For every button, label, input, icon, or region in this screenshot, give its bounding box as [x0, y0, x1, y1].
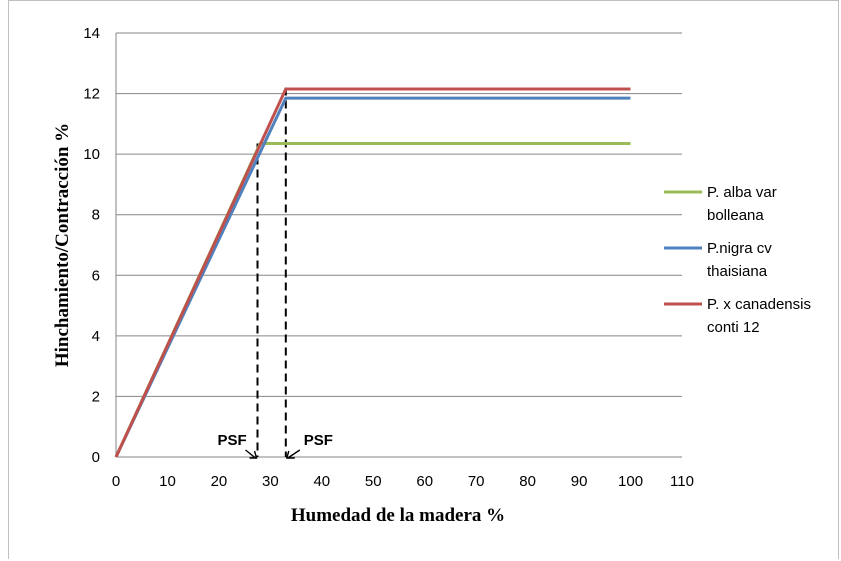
- legend-label-1: bolleana: [707, 207, 764, 224]
- series-line-2: [114, 96, 631, 458]
- y-tick-label: 12: [83, 86, 100, 103]
- y-tick-label: 8: [92, 207, 100, 224]
- x-tick-label: 100: [618, 473, 643, 490]
- legend: P. alba var bolleana P.nigra cv thaisiana P.…: [664, 184, 811, 336]
- chart-frame: [8, 0, 839, 559]
- x-tick-label: 90: [571, 473, 588, 490]
- y-tick-label: 6: [92, 267, 100, 284]
- psf-arrowhead: [285, 450, 295, 459]
- psf-label: PSF: [304, 432, 333, 449]
- legend-label-3: conti 12: [707, 319, 760, 336]
- psf-arrowhead: [249, 450, 258, 459]
- series-line-3: [114, 87, 631, 458]
- x-tick-label: 80: [519, 473, 536, 490]
- x-tick-label: 0: [112, 473, 120, 490]
- x-axis-title: Humedad de la madera %: [291, 505, 505, 526]
- y-axis-title: Hinchamiento/Contracción %: [52, 123, 73, 367]
- y-tick-label: 0: [92, 449, 100, 466]
- x-tick-label: 60: [416, 473, 433, 490]
- y-tick-label: 4: [92, 328, 100, 345]
- x-tick-label: 110: [670, 473, 694, 490]
- x-tick-label: 50: [365, 473, 382, 490]
- psf-label: PSF: [218, 432, 247, 449]
- psf-arrow: [287, 449, 301, 459]
- psf-annotations: PSF PSF: [218, 87, 333, 459]
- x-tick-label: 40: [313, 473, 330, 490]
- x-tick-label: 30: [262, 473, 279, 490]
- axes: 0 2 4 6 8 10 12 14 0 10 20 30 40 50 60 70 80 90 100 110: [83, 25, 694, 490]
- legend-label-2: P.nigra cv: [707, 240, 772, 257]
- x-tick-label: 10: [159, 473, 176, 490]
- y-tick-label: 14: [83, 25, 100, 42]
- x-tick-label: 70: [468, 473, 485, 490]
- series-lines: [114, 87, 631, 458]
- y-tick-label: 2: [92, 388, 100, 405]
- legend-label-1: P. alba var: [707, 184, 777, 201]
- legend-label-3: P. x canadensis: [707, 296, 811, 313]
- legend-label-2: thaisiana: [707, 263, 768, 280]
- y-tick-label: 10: [83, 146, 100, 163]
- psf-arrow: [245, 449, 256, 459]
- gridlines: [116, 32, 682, 397]
- series-line-1: [114, 142, 631, 458]
- x-tick-label: 20: [211, 473, 228, 490]
